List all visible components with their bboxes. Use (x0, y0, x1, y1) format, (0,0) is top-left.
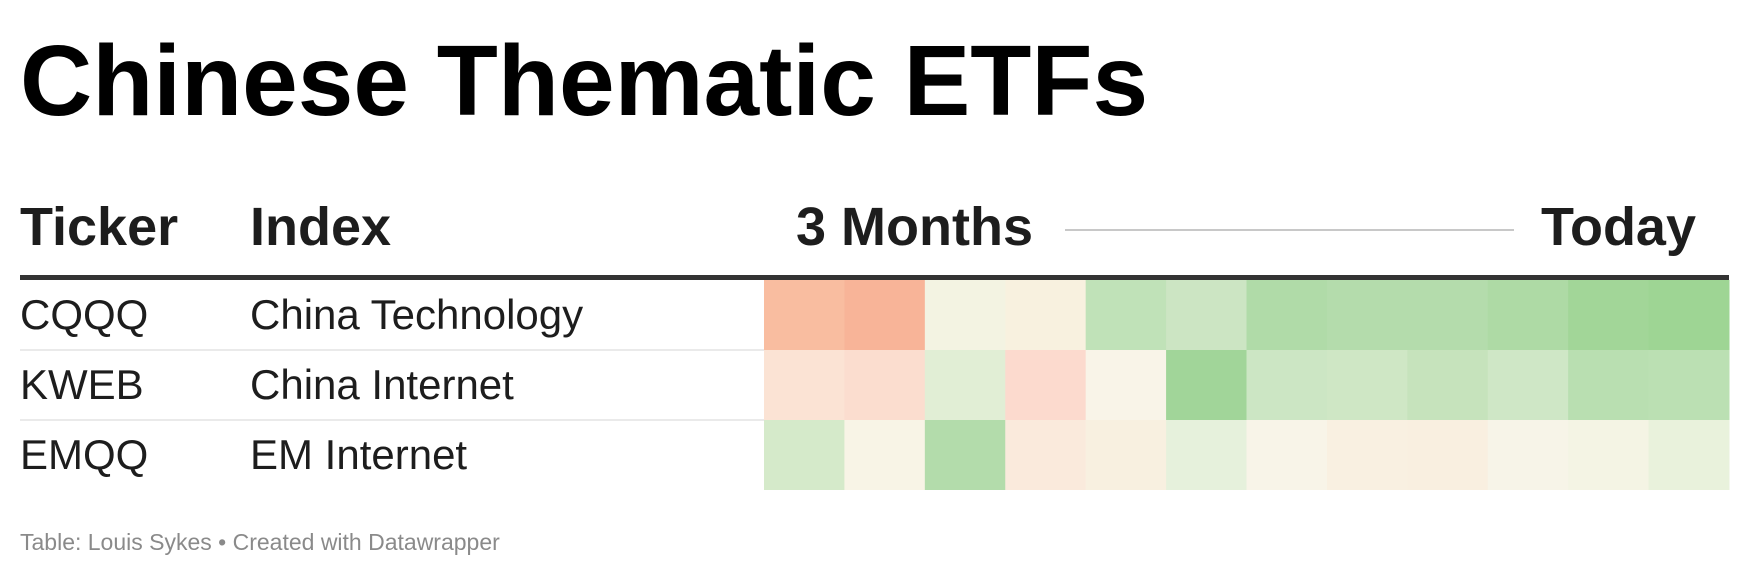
heat-cell (1085, 420, 1167, 490)
ticker: EMQQ (20, 431, 148, 478)
heat-cell (1407, 280, 1489, 350)
heat-cell (1648, 420, 1730, 490)
header-ticker: Ticker (20, 197, 178, 257)
heat-cell (1246, 420, 1328, 490)
heat-cell (1246, 350, 1328, 420)
title: Chinese Thematic ETFs (20, 25, 1148, 137)
heat-cell (1568, 350, 1650, 420)
heat-cell (1005, 350, 1087, 420)
ticker: KWEB (20, 361, 144, 408)
header-rule (20, 275, 1729, 280)
header-index: Index (250, 197, 391, 257)
heat-cell (1085, 350, 1167, 420)
heat-cell (1487, 280, 1569, 350)
heat-cell (1648, 350, 1730, 420)
footer: Table: Louis Sykes • Created with Datawr… (20, 529, 500, 555)
heat-cell (924, 350, 1006, 420)
heat-cell (924, 420, 1006, 490)
heat-cell (1005, 420, 1087, 490)
heat-cell (1326, 350, 1408, 420)
heat-cell (1407, 350, 1489, 420)
heat-cell (844, 420, 926, 490)
heat-cell (1648, 280, 1730, 350)
heat-cell (1166, 280, 1247, 350)
heat-cell (1407, 420, 1489, 490)
heat-cell (764, 420, 845, 490)
heat-cell (1005, 280, 1087, 350)
heat-cell (1166, 350, 1247, 420)
heat-cell (844, 280, 926, 350)
index-name: EM Internet (250, 431, 467, 478)
heat-cell (924, 280, 1006, 350)
header-end: Today (1541, 197, 1696, 257)
rows: CQQQ China Technology KWEB China Internet EM… (20, 280, 1730, 490)
heat-cell (1568, 280, 1650, 350)
ticker: CQQQ (20, 291, 148, 338)
heat-cell (1326, 420, 1408, 490)
heat-cell (1246, 280, 1328, 350)
heat-cell (764, 350, 845, 420)
heat-cell (1085, 280, 1167, 350)
heat-cell (1568, 420, 1650, 490)
heat-cell (1487, 420, 1569, 490)
heat-cell (844, 350, 926, 420)
heat-cell (1487, 350, 1569, 420)
index-name: China Internet (250, 361, 514, 408)
heat-cell (764, 280, 845, 350)
header-start: 3 Months (796, 197, 1033, 257)
index-name: China Technology (250, 291, 583, 338)
heat-cell (1166, 420, 1247, 490)
heat-cell (1326, 280, 1408, 350)
